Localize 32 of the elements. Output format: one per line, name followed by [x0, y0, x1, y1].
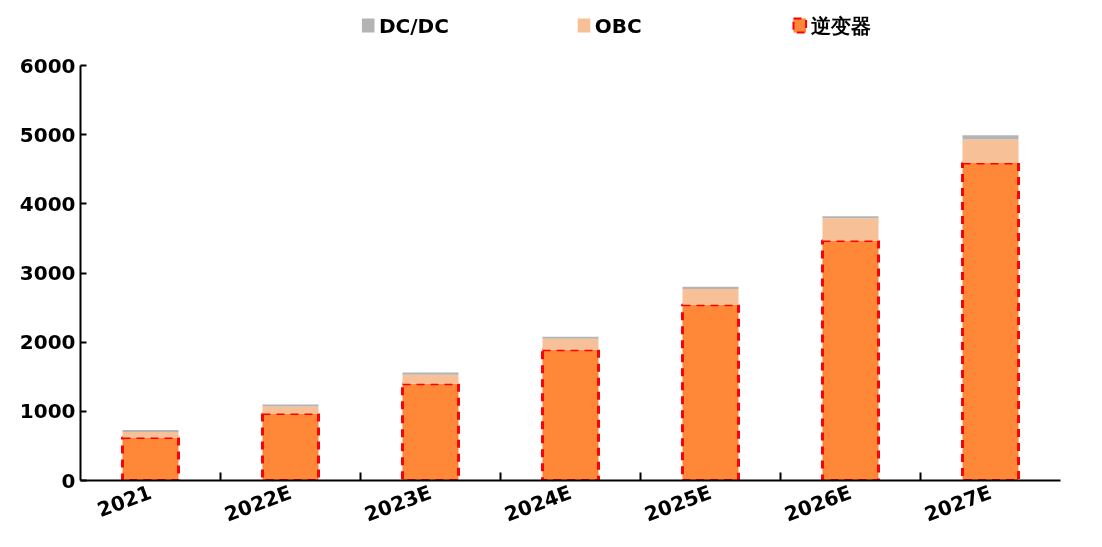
bar — [122, 432, 179, 438]
x-tick-label: 2021 — [94, 480, 155, 522]
bar — [541, 348, 600, 481]
bar — [401, 382, 460, 481]
legend-label: 逆变器 — [809, 13, 871, 38]
bar — [961, 161, 1020, 481]
bar — [962, 139, 1019, 164]
bar — [261, 411, 320, 481]
bar — [402, 374, 459, 384]
legend-label: OBC — [594, 13, 642, 38]
y-tick-label: 5000 — [19, 122, 76, 147]
bar — [402, 372, 459, 375]
y-tick-label: 3000 — [19, 261, 76, 285]
bar — [822, 216, 879, 219]
bar — [122, 430, 179, 433]
y-tick-label: 1000 — [19, 399, 76, 424]
y-tick-label: 4000 — [19, 191, 76, 216]
bar — [822, 218, 879, 241]
bar — [682, 286, 739, 289]
bar — [962, 135, 1019, 140]
bar — [682, 288, 739, 305]
bar — [681, 303, 740, 481]
y-tick-label: 0 — [61, 468, 76, 493]
bar — [542, 336, 599, 339]
y-tick-label: 6000 — [19, 53, 76, 78]
bar — [821, 238, 880, 481]
bar — [262, 404, 319, 407]
bar — [542, 338, 599, 350]
bar — [121, 436, 180, 481]
bar — [262, 406, 319, 414]
legend-label: DC/DC — [379, 13, 449, 38]
y-tick-label: 2000 — [19, 330, 76, 355]
